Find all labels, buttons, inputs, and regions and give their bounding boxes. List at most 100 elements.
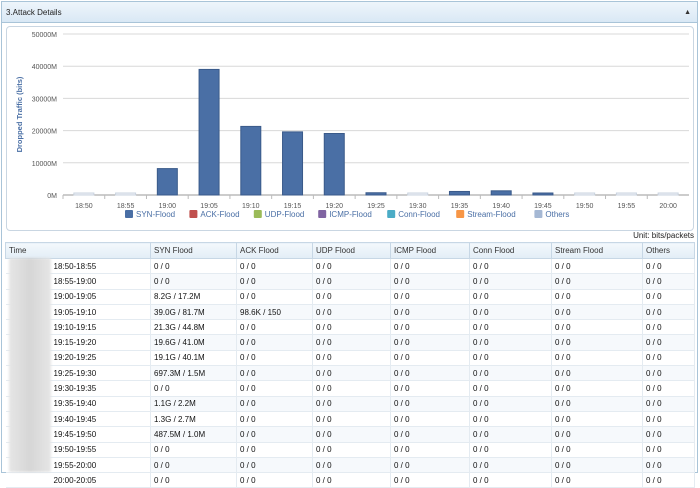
bar-syn-flood [198, 68, 220, 196]
bar-syn-flood [323, 132, 345, 196]
traffic-cell: 0 / 0 [236, 426, 313, 443]
traffic-cell: 1.3G / 2.7M [150, 411, 237, 428]
traffic-cell: 0 / 0 [551, 289, 643, 305]
traffic-cell: 0 / 0 [642, 380, 695, 397]
column-header: ACK Flood [236, 242, 313, 259]
traffic-cell: 0 / 0 [390, 319, 470, 336]
traffic-cell: 0 / 0 [551, 273, 643, 290]
traffic-cell: 0 / 0 [390, 426, 470, 443]
y-axis-label: Dropped Traffic (bits) [15, 76, 24, 152]
panel-header[interactable]: 3.Attack Details ▲ [2, 2, 697, 23]
traffic-cell: 0 / 0 [390, 258, 470, 275]
traffic-cell: 0 / 0 [312, 396, 391, 412]
bar-syn-flood [490, 190, 512, 196]
x-tick-label: 19:55 [618, 203, 636, 210]
traffic-cell: 0 / 0 [390, 334, 470, 351]
collapse-icon[interactable]: ▲ [684, 8, 691, 16]
bar-syn-flood [448, 190, 470, 196]
traffic-cell: 98.6K / 150 [236, 304, 313, 321]
legend-label: SYN-Flood [136, 210, 175, 219]
bar-syn-flood [115, 192, 137, 196]
traffic-cell: 0 / 0 [469, 411, 552, 428]
bar-syn-flood [574, 192, 596, 196]
legend-label: Others [545, 210, 569, 219]
traffic-cell: 0 / 0 [469, 319, 552, 336]
traffic-cell: 0 / 0 [390, 273, 470, 290]
traffic-cell: 0 / 0 [236, 334, 313, 351]
traffic-cell: 0 / 0 [551, 258, 643, 275]
x-tick-label: 19:15 [284, 203, 302, 210]
traffic-cell: 0 / 0 [312, 334, 391, 351]
x-tick-label: 19:45 [534, 203, 552, 210]
x-tick-label: 18:55 [117, 203, 135, 210]
traffic-cell: 0 / 0 [551, 334, 643, 351]
x-tick-label: 19:35 [451, 203, 469, 210]
bar-syn-flood [365, 192, 387, 196]
traffic-cell: 0 / 0 [390, 396, 470, 412]
legend-swatch [534, 210, 543, 218]
table-header-row: Time SYN Flood ACK Flood UDP Flood ICMP Floo… [5, 242, 695, 259]
traffic-cell: 0 / 0 [469, 304, 552, 321]
legend-label: ICMP-Flood [329, 210, 372, 219]
traffic-cell: 0 / 0 [551, 457, 643, 474]
traffic-cell: 0 / 0 [312, 289, 391, 305]
traffic-cell: 0 / 0 [150, 380, 237, 397]
traffic-cell: 0 / 0 [469, 258, 552, 275]
column-header: UDP Flood [312, 242, 391, 259]
traffic-cell: 0 / 0 [150, 258, 237, 275]
traffic-cell: 0 / 0 [469, 442, 552, 458]
bar-syn-flood [657, 192, 679, 196]
traffic-cell: 0 / 0 [312, 426, 391, 443]
traffic-cell: 0 / 0 [551, 350, 643, 367]
legend-swatch [253, 210, 262, 218]
traffic-cell: 0 / 0 [150, 442, 237, 458]
traffic-cell: 697.3M / 1.5M [150, 365, 237, 382]
dropped-traffic-chart: 0M 10000M 20000M 30000M 40000M 50000M Dropped … [15, 32, 689, 219]
traffic-cell: 0 / 0 [312, 273, 391, 290]
traffic-cell: 0 / 0 [469, 273, 552, 290]
traffic-cell: 0 / 0 [150, 273, 237, 290]
panel-title: 3.Attack Details [6, 7, 62, 17]
traffic-cell: 0 / 0 [236, 380, 313, 397]
table-row: 19:05-19:10 39.0G / 81.7M 98.6K / 150 0 / 0… [5, 304, 695, 321]
traffic-cell: 0 / 0 [236, 457, 313, 474]
traffic-cell: 0 / 0 [469, 350, 552, 367]
legend-label: Conn-Flood [398, 210, 440, 219]
traffic-cell: 0 / 0 [236, 273, 313, 290]
traffic-cell: 0 / 0 [236, 258, 313, 275]
legend-swatch [387, 210, 396, 218]
traffic-cell: 0 / 0 [642, 289, 695, 305]
traffic-cell: 0 / 0 [312, 411, 391, 428]
x-tick-label: 19:20 [326, 203, 344, 210]
x-tick-label: 18:50 [75, 203, 93, 210]
traffic-cell: 21.3G / 44.8M [150, 319, 237, 336]
attack-table: Time SYN Flood ACK Flood UDP Flood ICMP Floo… [5, 242, 695, 488]
column-header: Stream Flood [551, 242, 643, 259]
traffic-cell: 0 / 0 [312, 380, 391, 397]
traffic-cell: 0 / 0 [390, 289, 470, 305]
traffic-cell: 0 / 0 [551, 365, 643, 382]
traffic-cell: 0 / 0 [236, 319, 313, 336]
traffic-cell: 0 / 0 [390, 304, 470, 321]
traffic-cell: 0 / 0 [312, 304, 391, 321]
traffic-cell: 0 / 0 [312, 350, 391, 367]
traffic-cell: 0 / 0 [312, 365, 391, 382]
traffic-cell: 0 / 0 [551, 426, 643, 443]
y-tick-label: 10000M [32, 161, 57, 168]
traffic-cell: 0 / 0 [469, 380, 552, 397]
traffic-cell: 0 / 0 [312, 258, 391, 275]
x-tick-label: 19:25 [367, 203, 385, 210]
column-header: Time [5, 242, 151, 259]
traffic-cell: 0 / 0 [390, 411, 470, 428]
column-header: Conn Flood [469, 242, 552, 259]
traffic-cell: 0 / 0 [390, 350, 470, 367]
bar-syn-flood [532, 192, 554, 196]
traffic-cell: 0 / 0 [642, 365, 695, 382]
